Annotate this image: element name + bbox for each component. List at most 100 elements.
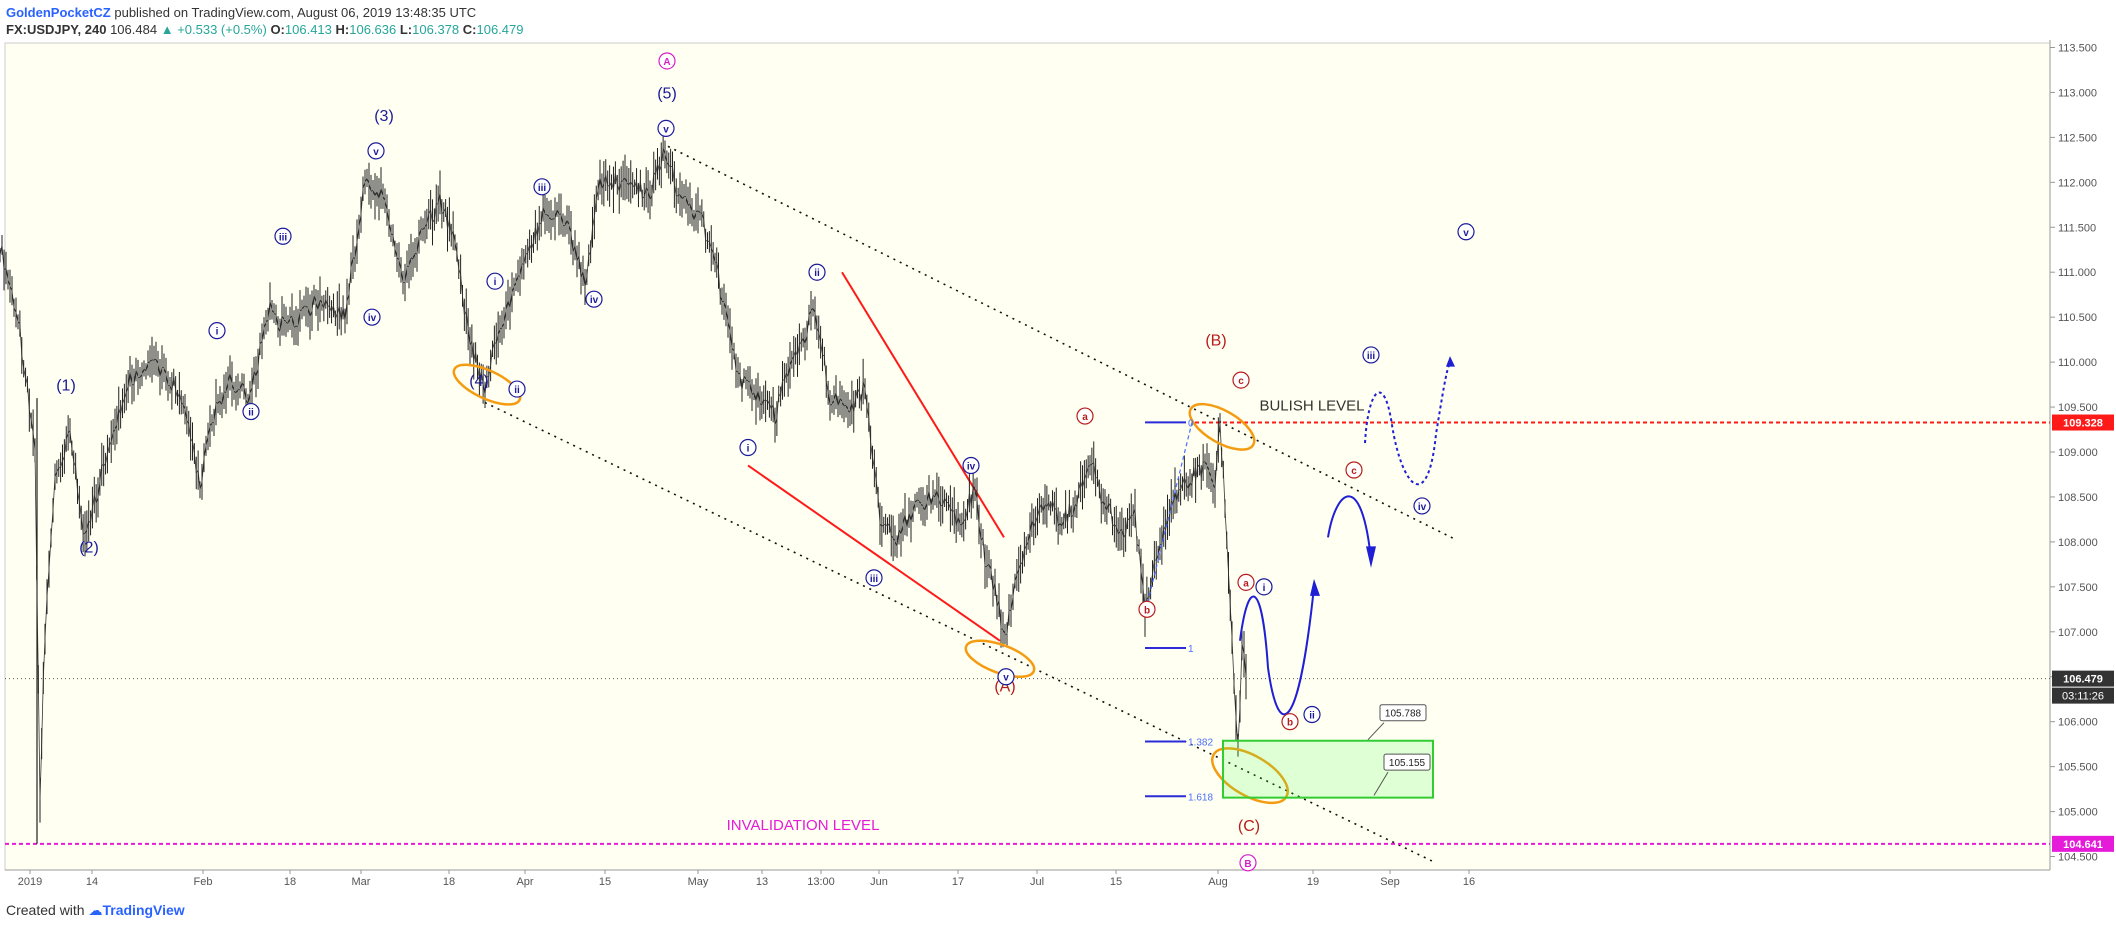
y-tick-label: 107.500 [2058,582,2098,594]
wave-circle-label: i [1263,583,1266,594]
wave-circle-label: iii [538,183,547,194]
wave-circle-label: v [373,147,379,158]
y-tick-label: 111.500 [2058,222,2096,234]
wave-circle [962,456,980,475]
open-label: O: [270,22,285,37]
wave-circle-label: iv [368,313,377,324]
highlight-ellipse [452,363,522,406]
wave-circle-label: a [1243,578,1249,589]
wave-circle [585,290,603,308]
wave-circle [1138,600,1156,618]
wave-circle [508,380,526,398]
x-tick-label: 17 [952,876,964,888]
wave-circle-label: ii [248,408,254,419]
y-tick-label: 108.500 [2058,492,2098,504]
plot-background [4,42,2051,871]
price-chart[interactable]: 104.500105.000105.500106.000106.500107.0… [0,40,2116,892]
callout-box [1379,704,1427,722]
timer-label: 03:11:26 [2062,691,2104,703]
wave-circle [208,322,226,340]
projection-path [1239,586,1315,716]
projection-dotted-path [1364,361,1451,486]
tradingview-logo-icon: ☁ [88,902,103,918]
chart-area[interactable]: 104.500105.000105.500106.000106.500107.0… [0,40,2116,892]
wave-circle [363,308,381,326]
wave-circle [1076,407,1094,425]
wave-circle-label: b [1144,605,1150,616]
wave-circle [1345,461,1363,479]
wave-label: (3) [374,108,394,125]
created-with-text: Created with [6,902,85,918]
lower-channel-line [484,401,1433,862]
tradingview-brand[interactable]: TradingView [102,902,185,918]
y-tick-label: 113.000 [2058,87,2097,99]
x-tick-label: 15 [1110,876,1122,888]
x-tick-label: 13:00 [807,876,835,888]
wave-circle [1413,497,1431,515]
wave-label: (4) [469,373,489,390]
callout-pointer [1373,771,1389,796]
wave-circle [1255,578,1273,596]
wave-label: (B) [1205,333,1226,350]
x-tick-label: Feb [194,876,213,888]
wave-circle-label: ii [514,385,520,396]
wave-circle [367,142,385,160]
wave-circle-label: iv [1418,502,1427,513]
open-value: 106.413 [284,22,332,37]
low-value: 106.378 [412,22,460,37]
wave-circle [486,272,504,290]
price-box [2052,670,2114,687]
close-value: 106.479 [476,22,524,37]
wave-circle-label: iii [1367,351,1376,362]
callout-pointer [1367,722,1385,741]
publish-text: published on TradingView.com, August 06,… [110,5,477,20]
y-tick-label: 110.500 [2058,312,2097,324]
y-tick-label: 105.500 [2058,762,2098,774]
wave-circle [658,52,676,70]
x-tick-label: 2019 [18,876,42,888]
callout-label: 105.788 [1385,709,1422,720]
projection-arrow-icon [1366,546,1376,568]
wave-label: (5) [657,85,677,102]
wave-circle-label: v [663,124,669,135]
x-tick-label: 13 [756,876,768,888]
x-tick-label: 15 [599,876,611,888]
wave-circle [657,119,675,137]
x-tick-label: Jul [1030,876,1044,888]
wave-circle-label: c [1351,466,1357,477]
timer-box [2052,687,2114,704]
x-tick-label: 18 [443,876,455,888]
wave-circle [274,227,292,245]
x-tick-label: Sep [1380,876,1400,888]
callout-box [1383,753,1431,771]
wave-circle-label: b [1287,718,1293,729]
wave-circle-label: iv [967,461,976,472]
high-label: H: [335,22,350,37]
wave-circle-label: iv [590,295,599,306]
x-tick-label: 14 [86,876,98,888]
wave-circle-label: i [494,277,497,288]
red-trendline-lower [747,464,1001,642]
wave-label: (2) [79,539,99,556]
y-tick-label: 104.500 [2058,852,2098,864]
y-tick-label: 110.000 [2058,357,2097,369]
wave-circle [997,668,1015,686]
wave-circle-label: v [1003,673,1009,684]
author-link[interactable]: GoldenPocketCZ [6,5,111,20]
wave-circle [1281,713,1299,731]
y-tick-label: 109.000 [2058,447,2098,459]
projection-arrow-icon [1446,356,1455,367]
price-box-label: 106.479 [2063,674,2103,686]
price-line [0,147,1247,801]
wave-circle [1239,854,1257,872]
wave-label: (1) [56,378,76,395]
y-tick-label: 109.500 [2058,402,2098,414]
projection-path-2 [1327,495,1372,560]
y-tick-label: 113.500 [2058,42,2097,54]
close-label: C: [462,22,477,37]
wave-label: (C) [1238,818,1260,835]
wave-circle-label: iii [279,232,288,243]
wave-circle-label: i [216,327,219,338]
wave-circle [1457,223,1475,241]
wave-circle [533,178,551,196]
